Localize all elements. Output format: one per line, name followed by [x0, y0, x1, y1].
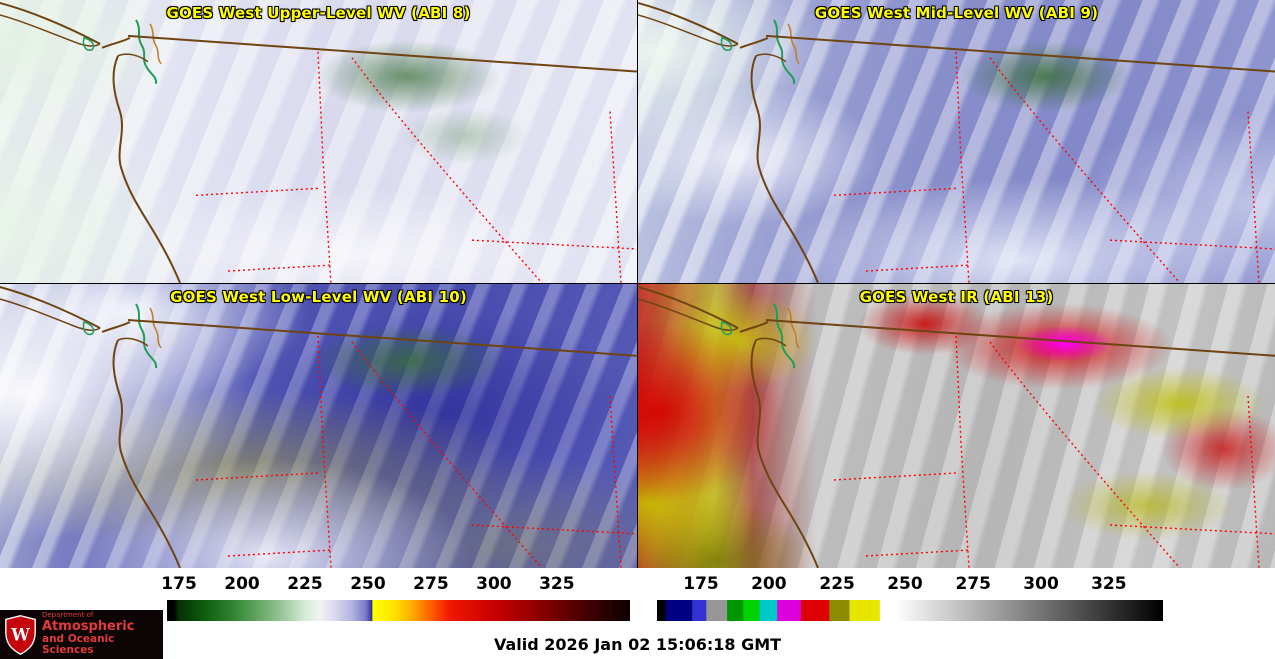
colorbar-tick: 325: [1091, 574, 1127, 594]
colorbar-tick: 225: [819, 574, 855, 594]
colorbar-wv: 175 200 225 250 275 300 325: [161, 572, 630, 621]
colorbar-tick: 200: [224, 574, 260, 594]
panel-title: GOES West IR (ABI 13): [859, 288, 1054, 306]
colorbar-tick: 300: [1023, 574, 1059, 594]
colorbar-ir-ticks: 175 200 225 250 275 300 325: [657, 572, 1163, 598]
colorbar-tick: 200: [751, 574, 787, 594]
panel-abi13: GOES West IR (ABI 13): [638, 284, 1275, 568]
panel-title: GOES West Mid-Level WV (ABI 9): [814, 4, 1099, 22]
panel-abi8: GOES West Upper-Level WV (ABI 8): [0, 0, 637, 283]
logo-line-1: Department of: [42, 611, 94, 620]
logo-text: Department of Atmospheric and Oceanic Sc…: [42, 612, 159, 656]
map-overlay: [638, 0, 1275, 283]
colorbar-tick: 275: [413, 574, 449, 594]
colorbar-ir: 175 200 225 250 275 300 325: [657, 572, 1163, 621]
uw-aos-logo: W Department of Atmospheric and Oceanic …: [0, 610, 163, 659]
map-overlay: [638, 284, 1275, 568]
panel-abi10: GOES West Low-Level WV (ABI 10): [0, 284, 637, 568]
valid-time: Valid 2026 Jan 02 15:06:18 GMT: [493, 635, 782, 654]
colorbar-wv-ticks: 175 200 225 250 275 300 325: [161, 572, 630, 598]
panel-abi9: GOES West Mid-Level WV (ABI 9): [638, 0, 1275, 283]
panel-title: GOES West Low-Level WV (ABI 10): [170, 288, 467, 306]
logo-line-3: and Oceanic Sciences: [42, 632, 115, 657]
footer: 175 200 225 250 275 300 325 175 200 225 250 275 300…: [0, 568, 1275, 659]
panel-grid: GOES West Upper-Level WV (ABI 8): [0, 0, 1275, 568]
colorbar-tick: 250: [350, 574, 386, 594]
uw-crest-icon: W: [5, 614, 36, 655]
colorbar-tick: 275: [955, 574, 992, 594]
colorbar-tick: 225: [287, 574, 323, 594]
colorbar-tick: 175: [683, 574, 719, 594]
panel-title: GOES West Upper-Level WV (ABI 8): [166, 4, 471, 22]
colorbar-tick: 325: [539, 574, 575, 594]
crest-letter: W: [10, 625, 30, 644]
map-overlay: [0, 0, 637, 283]
colorbar-wv-bar: [167, 600, 630, 621]
colorbar-tick: 300: [476, 574, 512, 594]
colorbar-ir-bar: [657, 600, 1163, 621]
logo-line-2: Atmospheric: [42, 618, 135, 634]
colorbar-tick: 175: [161, 574, 197, 594]
colorbar-tick: 250: [887, 574, 923, 594]
map-overlay: [0, 284, 637, 568]
